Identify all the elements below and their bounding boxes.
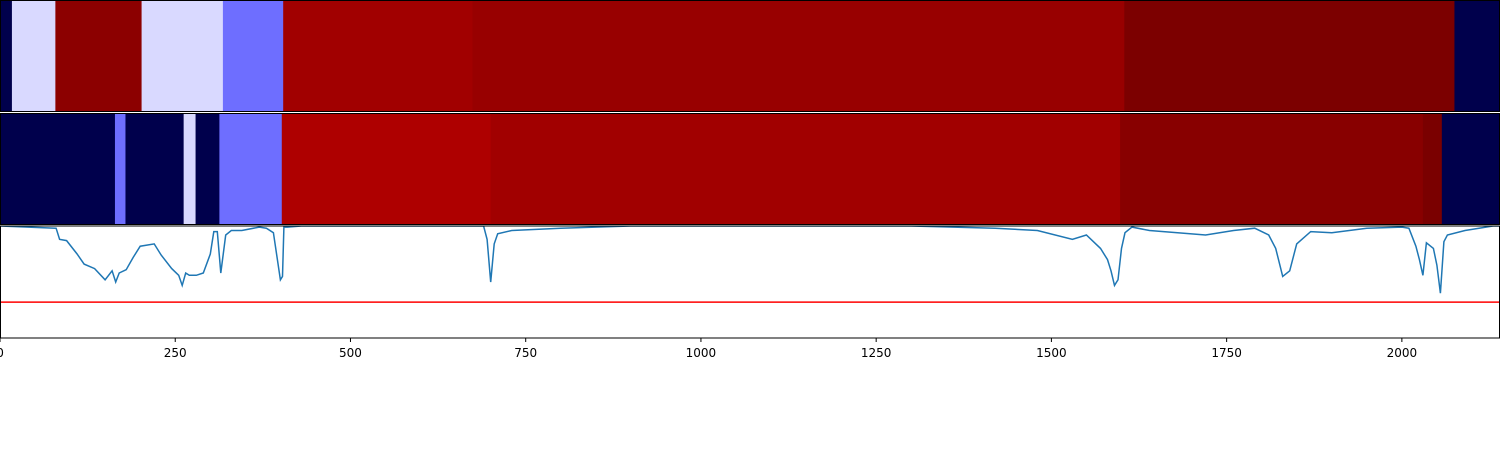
heat-cell <box>283 0 473 112</box>
heat-cell <box>1124 0 1455 112</box>
x-tick-label: 1750 <box>1211 346 1242 360</box>
heat-cell <box>219 113 283 225</box>
heat-cell <box>114 113 126 225</box>
x-tick-label: 250 <box>164 346 187 360</box>
heat-cell <box>55 0 143 112</box>
x-tick-label: 500 <box>339 346 362 360</box>
x-tick-label: 1000 <box>686 346 717 360</box>
x-tick-label: 0 <box>0 346 4 360</box>
heat-cell <box>1422 113 1443 225</box>
line-panel <box>0 225 1500 339</box>
heat-cell <box>141 0 224 112</box>
heat-cell <box>183 113 197 225</box>
heat-cell <box>222 0 284 112</box>
x-tick-label: 1250 <box>861 346 892 360</box>
heat-cell <box>490 113 1121 225</box>
heat-cell <box>1441 113 1500 225</box>
heat-cell <box>0 0 13 112</box>
heat-cell <box>281 113 492 225</box>
x-tick-label: 1500 <box>1036 346 1067 360</box>
heat-cell <box>1120 113 1424 225</box>
heat-cell <box>195 113 220 225</box>
heatmap-rows <box>0 0 1500 225</box>
heat-row-2 <box>0 113 1500 225</box>
heat-row-1 <box>0 0 1500 112</box>
x-axis: 0 250 500 750 1000 1250 1500 1750 2000 <box>0 338 1417 360</box>
series-line <box>0 226 1500 294</box>
x-tick-label: 750 <box>514 346 537 360</box>
line-panel-background <box>0 226 1500 338</box>
heat-cell <box>472 0 1125 112</box>
x-tick-label: 2000 <box>1387 346 1418 360</box>
heat-cell <box>125 113 185 225</box>
heat-cell <box>11 0 56 112</box>
heat-cell <box>1454 0 1500 112</box>
heat-cell <box>0 113 116 225</box>
